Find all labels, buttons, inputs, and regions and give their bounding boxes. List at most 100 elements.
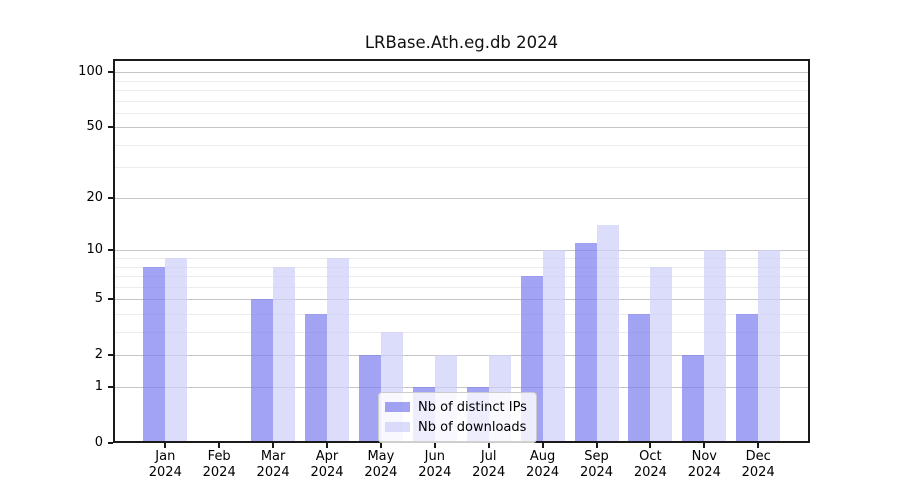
y-tick-0 xyxy=(108,442,113,444)
x-tick-label-nov: Nov 2024 xyxy=(672,449,736,480)
x-tick-month: Dec xyxy=(745,449,771,464)
y-tick-label-20: 20 xyxy=(86,190,103,206)
x-tick-sep xyxy=(595,443,598,448)
bar-downloads-oct xyxy=(650,266,673,443)
y-tick-label-0: 0 xyxy=(94,435,103,450)
x-tick-year: 2024 xyxy=(256,464,290,480)
x-tick-month: Aug xyxy=(529,449,556,464)
x-tick-dec xyxy=(757,443,760,448)
y-tick-1 xyxy=(108,386,113,389)
x-tick-year: 2024 xyxy=(687,464,721,480)
y-tick-2 xyxy=(108,353,113,356)
x-tick-month: Apr xyxy=(315,449,339,464)
axis-spine-right xyxy=(808,59,810,443)
x-tick-month: Jul xyxy=(480,449,497,464)
x-tick-mar xyxy=(272,443,275,448)
gridline-minor-30 xyxy=(113,167,810,169)
gridline-minor-60 xyxy=(113,112,810,114)
gridline-minor-9 xyxy=(113,258,810,259)
x-tick-year: 2024 xyxy=(364,464,398,480)
x-tick-may xyxy=(379,443,382,448)
x-tick-label-aug: Aug 2024 xyxy=(511,449,575,480)
bar-downloads-mar xyxy=(273,266,296,443)
gridline-major-50 xyxy=(113,127,810,129)
x-tick-label-feb: Feb 2024 xyxy=(187,449,251,480)
y-tick-label-50: 50 xyxy=(86,119,103,135)
gridline-minor-4 xyxy=(113,313,810,315)
gridline-minor-3 xyxy=(113,331,810,333)
x-tick-jul xyxy=(487,443,490,448)
legend-label-downloads: Nb of downloads xyxy=(418,419,527,435)
legend-item-distinct-ips: Nb of distinct IPs xyxy=(385,397,527,417)
x-tick-month: Jun xyxy=(424,449,445,464)
gridline-minor-80 xyxy=(113,89,810,91)
x-tick-label-jun: Jun 2024 xyxy=(403,449,467,480)
bar-ips-mar xyxy=(251,299,274,443)
x-tick-label-jul: Jul 2024 xyxy=(457,449,521,480)
x-tick-nov xyxy=(703,443,706,448)
x-tick-month: May xyxy=(367,449,395,464)
bar-downloads-apr xyxy=(327,258,349,443)
bar-downloads-dec xyxy=(758,250,781,443)
x-tick-month: Jan xyxy=(155,449,176,464)
y-tick-label-2: 2 xyxy=(94,346,103,362)
x-tick-label-oct: Oct 2024 xyxy=(618,449,682,480)
y-tick-10 xyxy=(108,249,113,252)
gridline-major-100 xyxy=(113,72,810,74)
x-tick-label-may: May 2024 xyxy=(349,449,413,480)
x-tick-month: Nov xyxy=(691,449,717,464)
chart-title: LRBase.Ath.eg.db 2024 xyxy=(364,33,559,52)
axis-spine-top xyxy=(113,59,810,61)
x-tick-label-sep: Sep 2024 xyxy=(565,449,629,480)
x-tick-label-apr: Apr 2024 xyxy=(295,449,359,480)
x-tick-month: Mar xyxy=(260,449,286,464)
x-tick-apr xyxy=(326,443,328,448)
y-tick-label-5: 5 xyxy=(94,291,103,306)
bar-ips-jan xyxy=(143,266,166,443)
x-tick-label-dec: Dec 2024 xyxy=(726,449,790,480)
legend-swatch-downloads xyxy=(385,422,410,432)
x-tick-year: 2024 xyxy=(418,464,452,480)
bar-downloads-sep xyxy=(596,225,619,443)
x-tick-year: 2024 xyxy=(310,464,344,480)
bar-downloads-aug xyxy=(542,250,565,443)
y-tick-20 xyxy=(108,197,113,200)
x-tick-aug xyxy=(541,443,544,448)
gridline-major-1 xyxy=(113,387,810,389)
bar-downloads-jan xyxy=(165,258,188,443)
gridline-minor-6 xyxy=(113,286,810,288)
x-tick-year: 2024 xyxy=(741,464,775,480)
bar-downloads-nov xyxy=(704,250,727,443)
x-tick-month: Feb xyxy=(207,449,231,464)
x-tick-feb xyxy=(218,443,221,448)
legend: Nb of distinct IPs Nb of downloads xyxy=(378,392,537,443)
gridline-minor-8 xyxy=(113,266,810,268)
axis-spine-left xyxy=(113,59,115,443)
x-tick-label-mar: Mar 2024 xyxy=(241,449,305,480)
gridline-major-20 xyxy=(113,198,810,200)
gridline-minor-40 xyxy=(113,144,810,146)
bar-ips-apr xyxy=(305,313,327,443)
x-tick-year: 2024 xyxy=(202,464,236,480)
gridline-major-5 xyxy=(113,299,810,300)
legend-swatch-distinct-ips xyxy=(385,402,410,412)
x-tick-year: 2024 xyxy=(526,464,560,480)
bar-ips-oct xyxy=(628,313,651,443)
bar-ips-dec xyxy=(736,313,759,443)
bar-ips-nov xyxy=(682,354,705,443)
y-tick-5 xyxy=(108,298,113,300)
gridline-minor-90 xyxy=(113,80,810,82)
plot-area xyxy=(113,59,810,443)
y-tick-label-10: 10 xyxy=(86,242,103,258)
gridline-major-2 xyxy=(113,354,810,356)
x-tick-month: Sep xyxy=(584,449,609,464)
x-tick-oct xyxy=(649,443,652,448)
x-tick-jun xyxy=(433,443,436,448)
x-tick-year: 2024 xyxy=(579,464,614,480)
x-tick-jan xyxy=(164,443,167,448)
bar-ips-sep xyxy=(574,243,597,443)
gridline-minor-70 xyxy=(113,100,810,102)
bar-ips-may xyxy=(358,354,381,443)
legend-item-downloads: Nb of downloads xyxy=(385,417,527,437)
